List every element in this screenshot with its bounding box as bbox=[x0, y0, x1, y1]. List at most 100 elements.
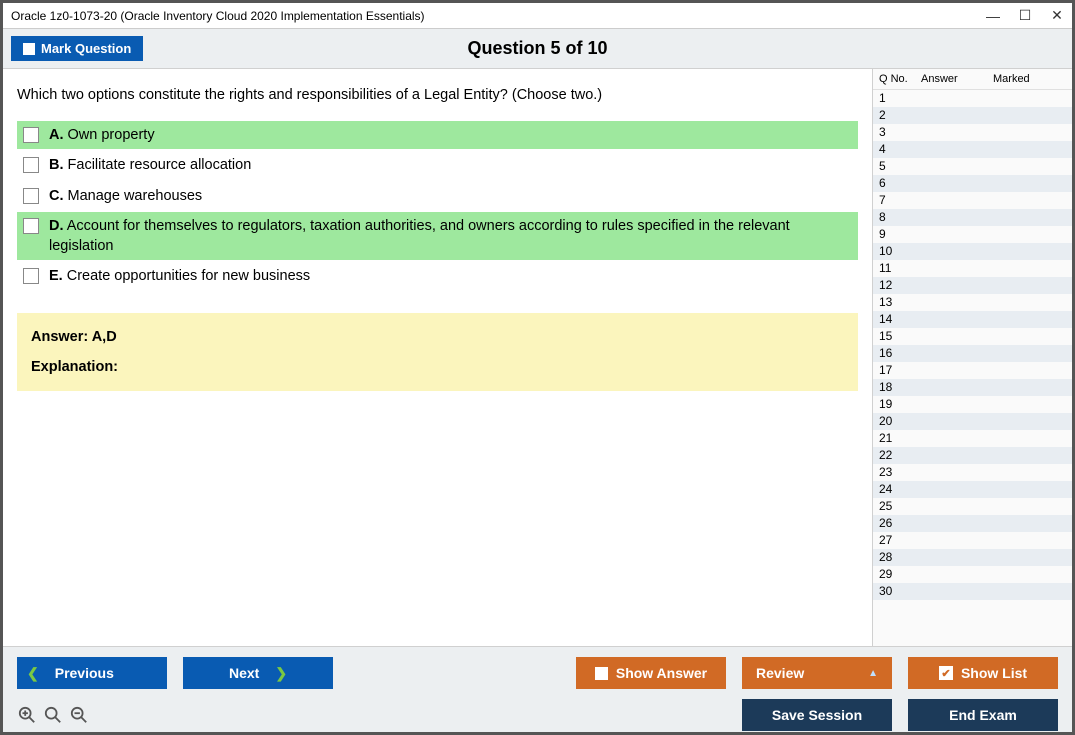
col-qno: Q No. bbox=[879, 73, 921, 85]
question-counter: Question 5 of 10 bbox=[467, 38, 607, 59]
option-letter: B. bbox=[49, 157, 64, 173]
option-row[interactable]: C. Manage warehouses bbox=[17, 182, 858, 210]
list-row[interactable]: 21 bbox=[873, 430, 1072, 447]
option-row[interactable]: B. Facilitate resource allocation bbox=[17, 151, 858, 179]
list-row[interactable]: 19 bbox=[873, 396, 1072, 413]
list-row[interactable]: 15 bbox=[873, 328, 1072, 345]
list-row[interactable]: 7 bbox=[873, 192, 1072, 209]
col-marked: Marked bbox=[993, 73, 1066, 85]
option-checkbox[interactable] bbox=[23, 218, 39, 234]
list-row[interactable]: 29 bbox=[873, 566, 1072, 583]
list-row[interactable]: 2 bbox=[873, 107, 1072, 124]
option-row[interactable]: E. Create opportunities for new business bbox=[17, 262, 858, 290]
option-label: D. Account for themselves to regulators,… bbox=[49, 216, 852, 257]
footer-row-buttons: ❮ Previous Next ❯ Show Answer Review ▲ ✔… bbox=[17, 657, 1058, 689]
show-list-checkbox-icon: ✔ bbox=[939, 666, 953, 680]
option-checkbox[interactable] bbox=[23, 157, 39, 173]
list-row[interactable]: 1 bbox=[873, 90, 1072, 107]
list-row[interactable]: 14 bbox=[873, 311, 1072, 328]
end-exam-button[interactable]: End Exam bbox=[908, 699, 1058, 731]
mark-checkbox-icon bbox=[23, 43, 35, 55]
footer-row-secondary: Save Session End Exam bbox=[17, 699, 1058, 731]
list-row[interactable]: 10 bbox=[873, 243, 1072, 260]
chevron-right-icon: ❯ bbox=[275, 665, 287, 682]
body: Which two options constitute the rights … bbox=[3, 69, 1072, 646]
show-list-button[interactable]: ✔ Show List bbox=[908, 657, 1058, 689]
chevron-left-icon: ❮ bbox=[27, 665, 39, 682]
option-letter: E. bbox=[49, 268, 63, 284]
mark-question-label: Mark Question bbox=[41, 41, 131, 56]
previous-button[interactable]: ❮ Previous bbox=[17, 657, 167, 689]
list-row[interactable]: 26 bbox=[873, 515, 1072, 532]
list-row[interactable]: 5 bbox=[873, 158, 1072, 175]
list-row[interactable]: 16 bbox=[873, 345, 1072, 362]
col-answer: Answer bbox=[921, 73, 993, 85]
minimize-icon[interactable]: — bbox=[986, 9, 1000, 23]
question-list[interactable]: 1234567891011121314151617181920212223242… bbox=[873, 90, 1072, 646]
window-controls: — ☐ ✕ bbox=[986, 9, 1064, 23]
list-row[interactable]: 23 bbox=[873, 464, 1072, 481]
list-header: Q No. Answer Marked bbox=[873, 69, 1072, 90]
list-row[interactable]: 3 bbox=[873, 124, 1072, 141]
list-row[interactable]: 18 bbox=[873, 379, 1072, 396]
titlebar: Oracle 1z0-1073-20 (Oracle Inventory Clo… bbox=[3, 3, 1072, 29]
list-row[interactable]: 13 bbox=[873, 294, 1072, 311]
zoom-controls bbox=[17, 705, 89, 725]
list-row[interactable]: 6 bbox=[873, 175, 1072, 192]
show-list-label: Show List bbox=[961, 665, 1027, 681]
save-session-label: Save Session bbox=[772, 707, 862, 723]
option-label: B. Facilitate resource allocation bbox=[49, 155, 251, 175]
explanation-label: Explanation: bbox=[31, 359, 844, 375]
list-row[interactable]: 4 bbox=[873, 141, 1072, 158]
question-list-panel: Q No. Answer Marked 12345678910111213141… bbox=[872, 69, 1072, 646]
dropdown-arrow-icon: ▲ bbox=[868, 668, 878, 679]
option-row[interactable]: D. Account for themselves to regulators,… bbox=[17, 212, 858, 261]
show-answer-checkbox-icon bbox=[595, 667, 608, 680]
zoom-reset-icon[interactable] bbox=[43, 705, 63, 725]
list-row[interactable]: 28 bbox=[873, 549, 1072, 566]
options-list: A. Own property B. Facilitate resource al… bbox=[17, 121, 858, 291]
list-row[interactable]: 25 bbox=[873, 498, 1072, 515]
zoom-out-icon[interactable] bbox=[69, 705, 89, 725]
next-button[interactable]: Next ❯ bbox=[183, 657, 333, 689]
review-label: Review bbox=[756, 665, 804, 681]
review-button[interactable]: Review ▲ bbox=[742, 657, 892, 689]
close-icon[interactable]: ✕ bbox=[1050, 9, 1064, 23]
mark-question-button[interactable]: Mark Question bbox=[11, 36, 143, 61]
option-label: C. Manage warehouses bbox=[49, 186, 202, 206]
list-row[interactable]: 27 bbox=[873, 532, 1072, 549]
question-area: Which two options constitute the rights … bbox=[3, 69, 872, 646]
option-checkbox[interactable] bbox=[23, 188, 39, 204]
option-label: A. Own property bbox=[49, 125, 155, 145]
list-row[interactable]: 22 bbox=[873, 447, 1072, 464]
option-row[interactable]: A. Own property bbox=[17, 121, 858, 149]
question-text: Which two options constitute the rights … bbox=[17, 87, 858, 103]
answer-line: Answer: A,D bbox=[31, 329, 844, 345]
option-checkbox[interactable] bbox=[23, 268, 39, 284]
list-row[interactable]: 8 bbox=[873, 209, 1072, 226]
app-window: Oracle 1z0-1073-20 (Oracle Inventory Clo… bbox=[0, 0, 1075, 735]
next-label: Next bbox=[229, 665, 259, 681]
maximize-icon[interactable]: ☐ bbox=[1018, 9, 1032, 23]
footer: ❮ Previous Next ❯ Show Answer Review ▲ ✔… bbox=[3, 646, 1072, 732]
end-exam-label: End Exam bbox=[949, 707, 1017, 723]
list-row[interactable]: 11 bbox=[873, 260, 1072, 277]
list-row[interactable]: 12 bbox=[873, 277, 1072, 294]
option-label: E. Create opportunities for new business bbox=[49, 266, 310, 286]
save-session-button[interactable]: Save Session bbox=[742, 699, 892, 731]
list-row[interactable]: 20 bbox=[873, 413, 1072, 430]
toolbar: Mark Question Question 5 of 10 bbox=[3, 29, 1072, 69]
previous-label: Previous bbox=[55, 665, 114, 681]
list-row[interactable]: 24 bbox=[873, 481, 1072, 498]
answer-box: Answer: A,D Explanation: bbox=[17, 313, 858, 391]
list-row[interactable]: 9 bbox=[873, 226, 1072, 243]
option-checkbox[interactable] bbox=[23, 127, 39, 143]
list-row[interactable]: 30 bbox=[873, 583, 1072, 600]
zoom-in-icon[interactable] bbox=[17, 705, 37, 725]
window-title: Oracle 1z0-1073-20 (Oracle Inventory Clo… bbox=[11, 9, 986, 23]
list-row[interactable]: 17 bbox=[873, 362, 1072, 379]
option-letter: C. bbox=[49, 188, 64, 204]
show-answer-label: Show Answer bbox=[616, 665, 707, 681]
option-letter: D. bbox=[49, 218, 64, 234]
show-answer-button[interactable]: Show Answer bbox=[576, 657, 726, 689]
